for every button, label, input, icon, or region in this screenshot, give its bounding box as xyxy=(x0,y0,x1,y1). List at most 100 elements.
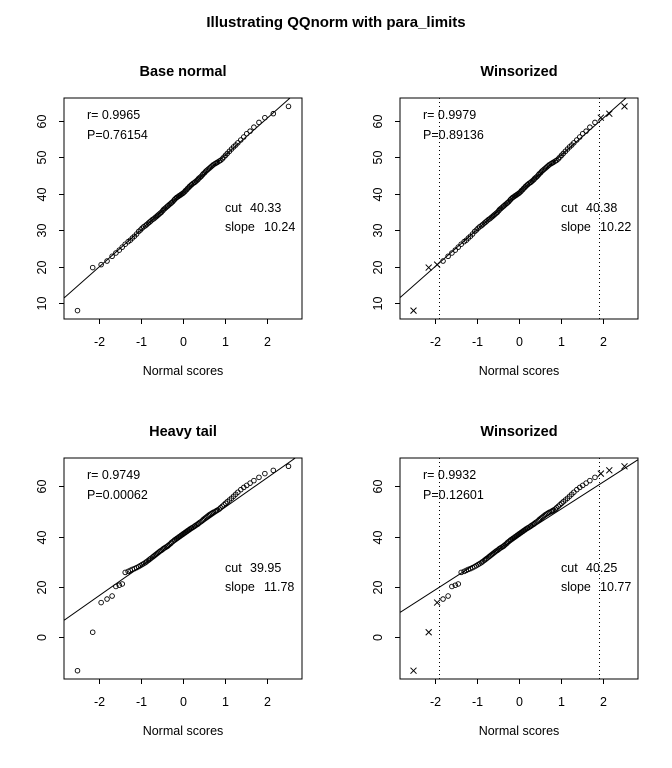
data-point-circle xyxy=(553,157,560,164)
data-point-circle xyxy=(116,582,123,588)
panel-winsorized-top: Winsorized -2 -1 0 1 2 10 20 30 40 50 60 Normal scor… xyxy=(336,48,672,408)
x-tick-label: 2 xyxy=(600,335,607,349)
cut-value: 40.38 xyxy=(586,201,617,215)
data-point-cross xyxy=(605,110,613,118)
x-tick-label: 1 xyxy=(558,335,565,349)
data-point-circle xyxy=(475,225,481,231)
y-tick-label: 10 xyxy=(371,297,385,311)
data-point-circle xyxy=(116,247,123,253)
data-point-circle xyxy=(256,474,262,481)
data-point-cross xyxy=(605,466,613,474)
y-tick-label: 40 xyxy=(35,531,49,545)
y-tick-label: 60 xyxy=(35,115,49,129)
x-tick-label: 1 xyxy=(558,695,565,709)
data-point-circle xyxy=(238,137,244,143)
data-point-circle xyxy=(109,593,115,599)
main-title: Illustrating QQnorm with para_limits xyxy=(206,14,466,31)
y-tick-label: 20 xyxy=(35,581,49,595)
data-point-circle xyxy=(553,505,560,511)
data-point-circle xyxy=(262,470,268,477)
cut-value: 39.95 xyxy=(250,561,281,575)
x-tick-label: 2 xyxy=(264,695,271,709)
slope-value: 10.22 xyxy=(600,220,631,234)
cut-label: cut xyxy=(561,201,578,215)
data-point-circle xyxy=(113,583,119,590)
data-point-circle xyxy=(262,114,268,121)
data-point-cross xyxy=(433,261,441,269)
y-tick-label: 60 xyxy=(371,115,385,129)
p-value-label: P=0.12601 xyxy=(423,488,484,502)
y-tick-label: 40 xyxy=(371,531,385,545)
p-value-label: P=0.00062 xyxy=(87,488,148,502)
p-value-label: P=0.76154 xyxy=(87,128,148,142)
panel-title: Heavy tail xyxy=(149,424,217,440)
data-point-cross xyxy=(433,599,441,606)
cut-label: cut xyxy=(225,201,242,215)
data-point-circle xyxy=(285,103,292,110)
x-tick-label: 1 xyxy=(222,335,229,349)
y-tick-label: 30 xyxy=(371,224,385,238)
data-point-circle xyxy=(217,505,224,511)
r-value-label: r= 0.9965 xyxy=(87,108,140,122)
x-tick-label: -1 xyxy=(472,695,483,709)
data-point-cross xyxy=(410,307,417,314)
data-point-circle xyxy=(452,247,459,253)
y-tick-label: 60 xyxy=(371,480,385,494)
data-point-circle xyxy=(89,264,96,271)
data-point-circle xyxy=(139,225,145,231)
data-point-circle xyxy=(241,134,247,140)
x-axis-label: Normal scores xyxy=(479,364,560,378)
data-point-circle xyxy=(574,137,580,143)
data-point-circle xyxy=(251,124,257,130)
x-tick-label: 0 xyxy=(516,695,523,709)
data-point-circle xyxy=(247,480,253,486)
panel-title: Winsorized xyxy=(480,424,557,440)
data-point-circle xyxy=(555,503,561,510)
data-point-circle xyxy=(235,140,241,146)
data-point-circle xyxy=(445,593,451,599)
data-point-circle xyxy=(285,463,292,470)
y-tick-label: 0 xyxy=(35,634,49,641)
y-tick-label: 30 xyxy=(35,224,49,238)
cut-label: cut xyxy=(225,561,242,575)
data-point-circle xyxy=(583,128,589,134)
panel-title: Base normal xyxy=(139,64,226,80)
data-point-circle xyxy=(119,244,125,250)
data-point-circle xyxy=(592,119,598,126)
slope-label: slope xyxy=(561,220,591,234)
data-point-circle xyxy=(221,502,227,508)
r-value-label: r= 0.9979 xyxy=(423,108,476,122)
slope-value: 11.78 xyxy=(264,580,294,594)
panel-winsorized-bottom: Winsorized -2 -1 0 1 2 0 20 40 60 Normal scores r= … xyxy=(336,408,672,768)
x-tick-label: -2 xyxy=(94,695,105,709)
data-point-cross xyxy=(597,114,605,122)
x-tick-label: 1 xyxy=(222,695,229,709)
data-point-circle xyxy=(587,477,593,484)
data-point-circle xyxy=(571,140,577,146)
data-point-circle xyxy=(222,500,229,507)
qq-plot-svg: Winsorized -2 -1 0 1 2 10 20 30 40 50 60 Normal scor… xyxy=(371,64,639,378)
r-value-label: r= 0.9749 xyxy=(87,468,140,482)
x-tick-label: -1 xyxy=(472,335,483,349)
x-tick-label: 2 xyxy=(600,695,607,709)
data-point-cross xyxy=(621,103,628,110)
data-point-circle xyxy=(109,253,115,260)
data-point-circle xyxy=(251,477,257,484)
panel-base-normal: Base normal -2 -1 0 1 2 10 20 30 40 50 60 Normal sco… xyxy=(0,48,336,408)
data-point-cross xyxy=(410,667,417,675)
y-tick-label: 40 xyxy=(35,188,49,202)
x-tick-label: -2 xyxy=(94,335,105,349)
data-point-circle xyxy=(558,500,565,507)
cut-value: 40.33 xyxy=(250,201,281,215)
slope-value: 10.24 xyxy=(264,220,295,234)
data-point-circle xyxy=(113,250,119,256)
x-axis-label: Normal scores xyxy=(143,364,224,378)
data-point-circle xyxy=(440,258,446,264)
data-point-circle xyxy=(104,258,110,264)
slope-label: slope xyxy=(225,580,255,594)
data-point-circle xyxy=(592,474,598,481)
y-tick-label: 60 xyxy=(35,480,49,494)
data-point-circle xyxy=(256,119,262,126)
